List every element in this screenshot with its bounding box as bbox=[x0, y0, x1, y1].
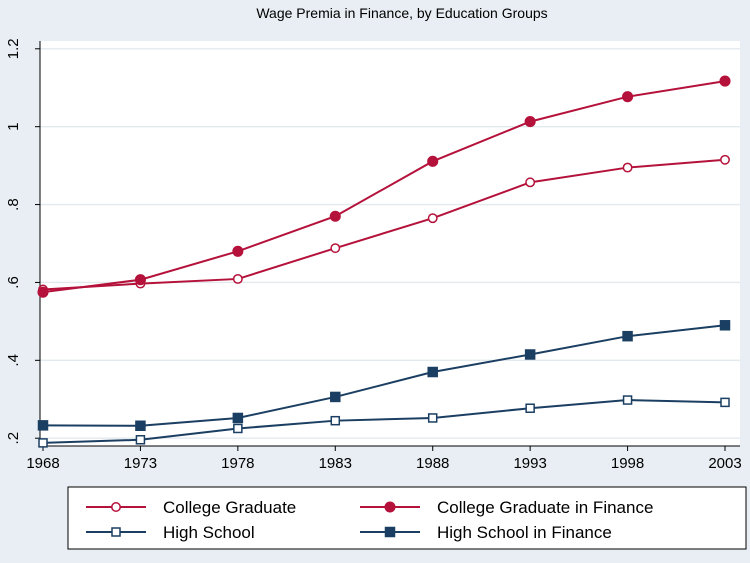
y-tick-label: .6 bbox=[5, 276, 22, 289]
legend-marker bbox=[384, 526, 396, 538]
data-point bbox=[525, 177, 536, 188]
data-point bbox=[622, 91, 634, 103]
series-1 bbox=[37, 75, 731, 298]
data-point bbox=[720, 397, 730, 408]
series-2 bbox=[38, 395, 730, 448]
y-tick-label: .4 bbox=[5, 354, 22, 367]
data-point bbox=[232, 245, 244, 257]
data-point bbox=[232, 412, 244, 424]
legend-label: High School in Finance bbox=[437, 523, 612, 542]
data-point bbox=[622, 330, 633, 342]
x-tick-label: 1983 bbox=[319, 455, 352, 472]
data-point bbox=[427, 366, 438, 378]
plot-area bbox=[40, 41, 740, 446]
series-line bbox=[42, 399, 726, 444]
data-point bbox=[38, 438, 48, 448]
data-point bbox=[719, 320, 731, 331]
data-point bbox=[135, 420, 146, 431]
y-tick-label: .8 bbox=[5, 198, 22, 211]
data-point bbox=[330, 243, 341, 254]
data-point bbox=[135, 435, 146, 445]
data-point bbox=[719, 75, 731, 87]
data-point bbox=[524, 349, 536, 360]
series-line bbox=[42, 80, 726, 294]
data-point bbox=[524, 116, 536, 128]
data-point bbox=[427, 413, 438, 423]
data-point bbox=[233, 423, 243, 434]
legend-item-0: College Graduate bbox=[86, 498, 296, 517]
chart-title: Wage Premia in Finance, by Education Gro… bbox=[256, 5, 547, 21]
y-tick-label: .2 bbox=[5, 432, 22, 445]
y-tick-label: 1 bbox=[5, 123, 22, 131]
x-tick-label: 1998 bbox=[611, 455, 644, 472]
legend: College Graduate College Graduate in Fina… bbox=[86, 498, 653, 542]
x-tick-label: 1993 bbox=[513, 455, 546, 472]
data-point bbox=[330, 415, 341, 426]
legend-marker bbox=[384, 501, 396, 513]
legend-marker bbox=[111, 527, 121, 537]
data-point bbox=[329, 210, 341, 222]
data-point bbox=[427, 213, 438, 224]
legend-item-1: College Graduate in Finance bbox=[360, 498, 653, 517]
data-point bbox=[622, 162, 633, 173]
legend-item-3: High School in Finance bbox=[360, 523, 612, 542]
legend-marker bbox=[111, 502, 121, 512]
legend-box bbox=[67, 486, 747, 550]
data-point bbox=[622, 395, 633, 405]
legend-label: College Graduate bbox=[163, 498, 296, 517]
data-point bbox=[330, 391, 341, 403]
legend-item-2: High School bbox=[86, 523, 255, 542]
series-3 bbox=[37, 320, 731, 431]
series bbox=[37, 75, 731, 448]
series-line bbox=[42, 158, 726, 291]
data-point bbox=[525, 403, 535, 413]
data-point bbox=[720, 154, 730, 165]
legend-label: High School bbox=[163, 523, 255, 542]
x-tick-label: 2003 bbox=[708, 455, 741, 472]
x-tick-label: 1978 bbox=[221, 455, 254, 472]
series-line bbox=[42, 324, 726, 427]
data-point bbox=[37, 420, 49, 431]
data-point bbox=[232, 273, 243, 284]
x-tick-label: 1968 bbox=[26, 455, 59, 472]
data-point bbox=[37, 286, 49, 298]
data-point bbox=[134, 274, 146, 286]
legend-label: College Graduate in Finance bbox=[437, 498, 653, 517]
x-tick-label: 1988 bbox=[416, 455, 449, 472]
x-tick-label: 1973 bbox=[124, 455, 157, 472]
y-tick-label: 1.2 bbox=[5, 38, 22, 59]
data-point bbox=[427, 155, 439, 167]
